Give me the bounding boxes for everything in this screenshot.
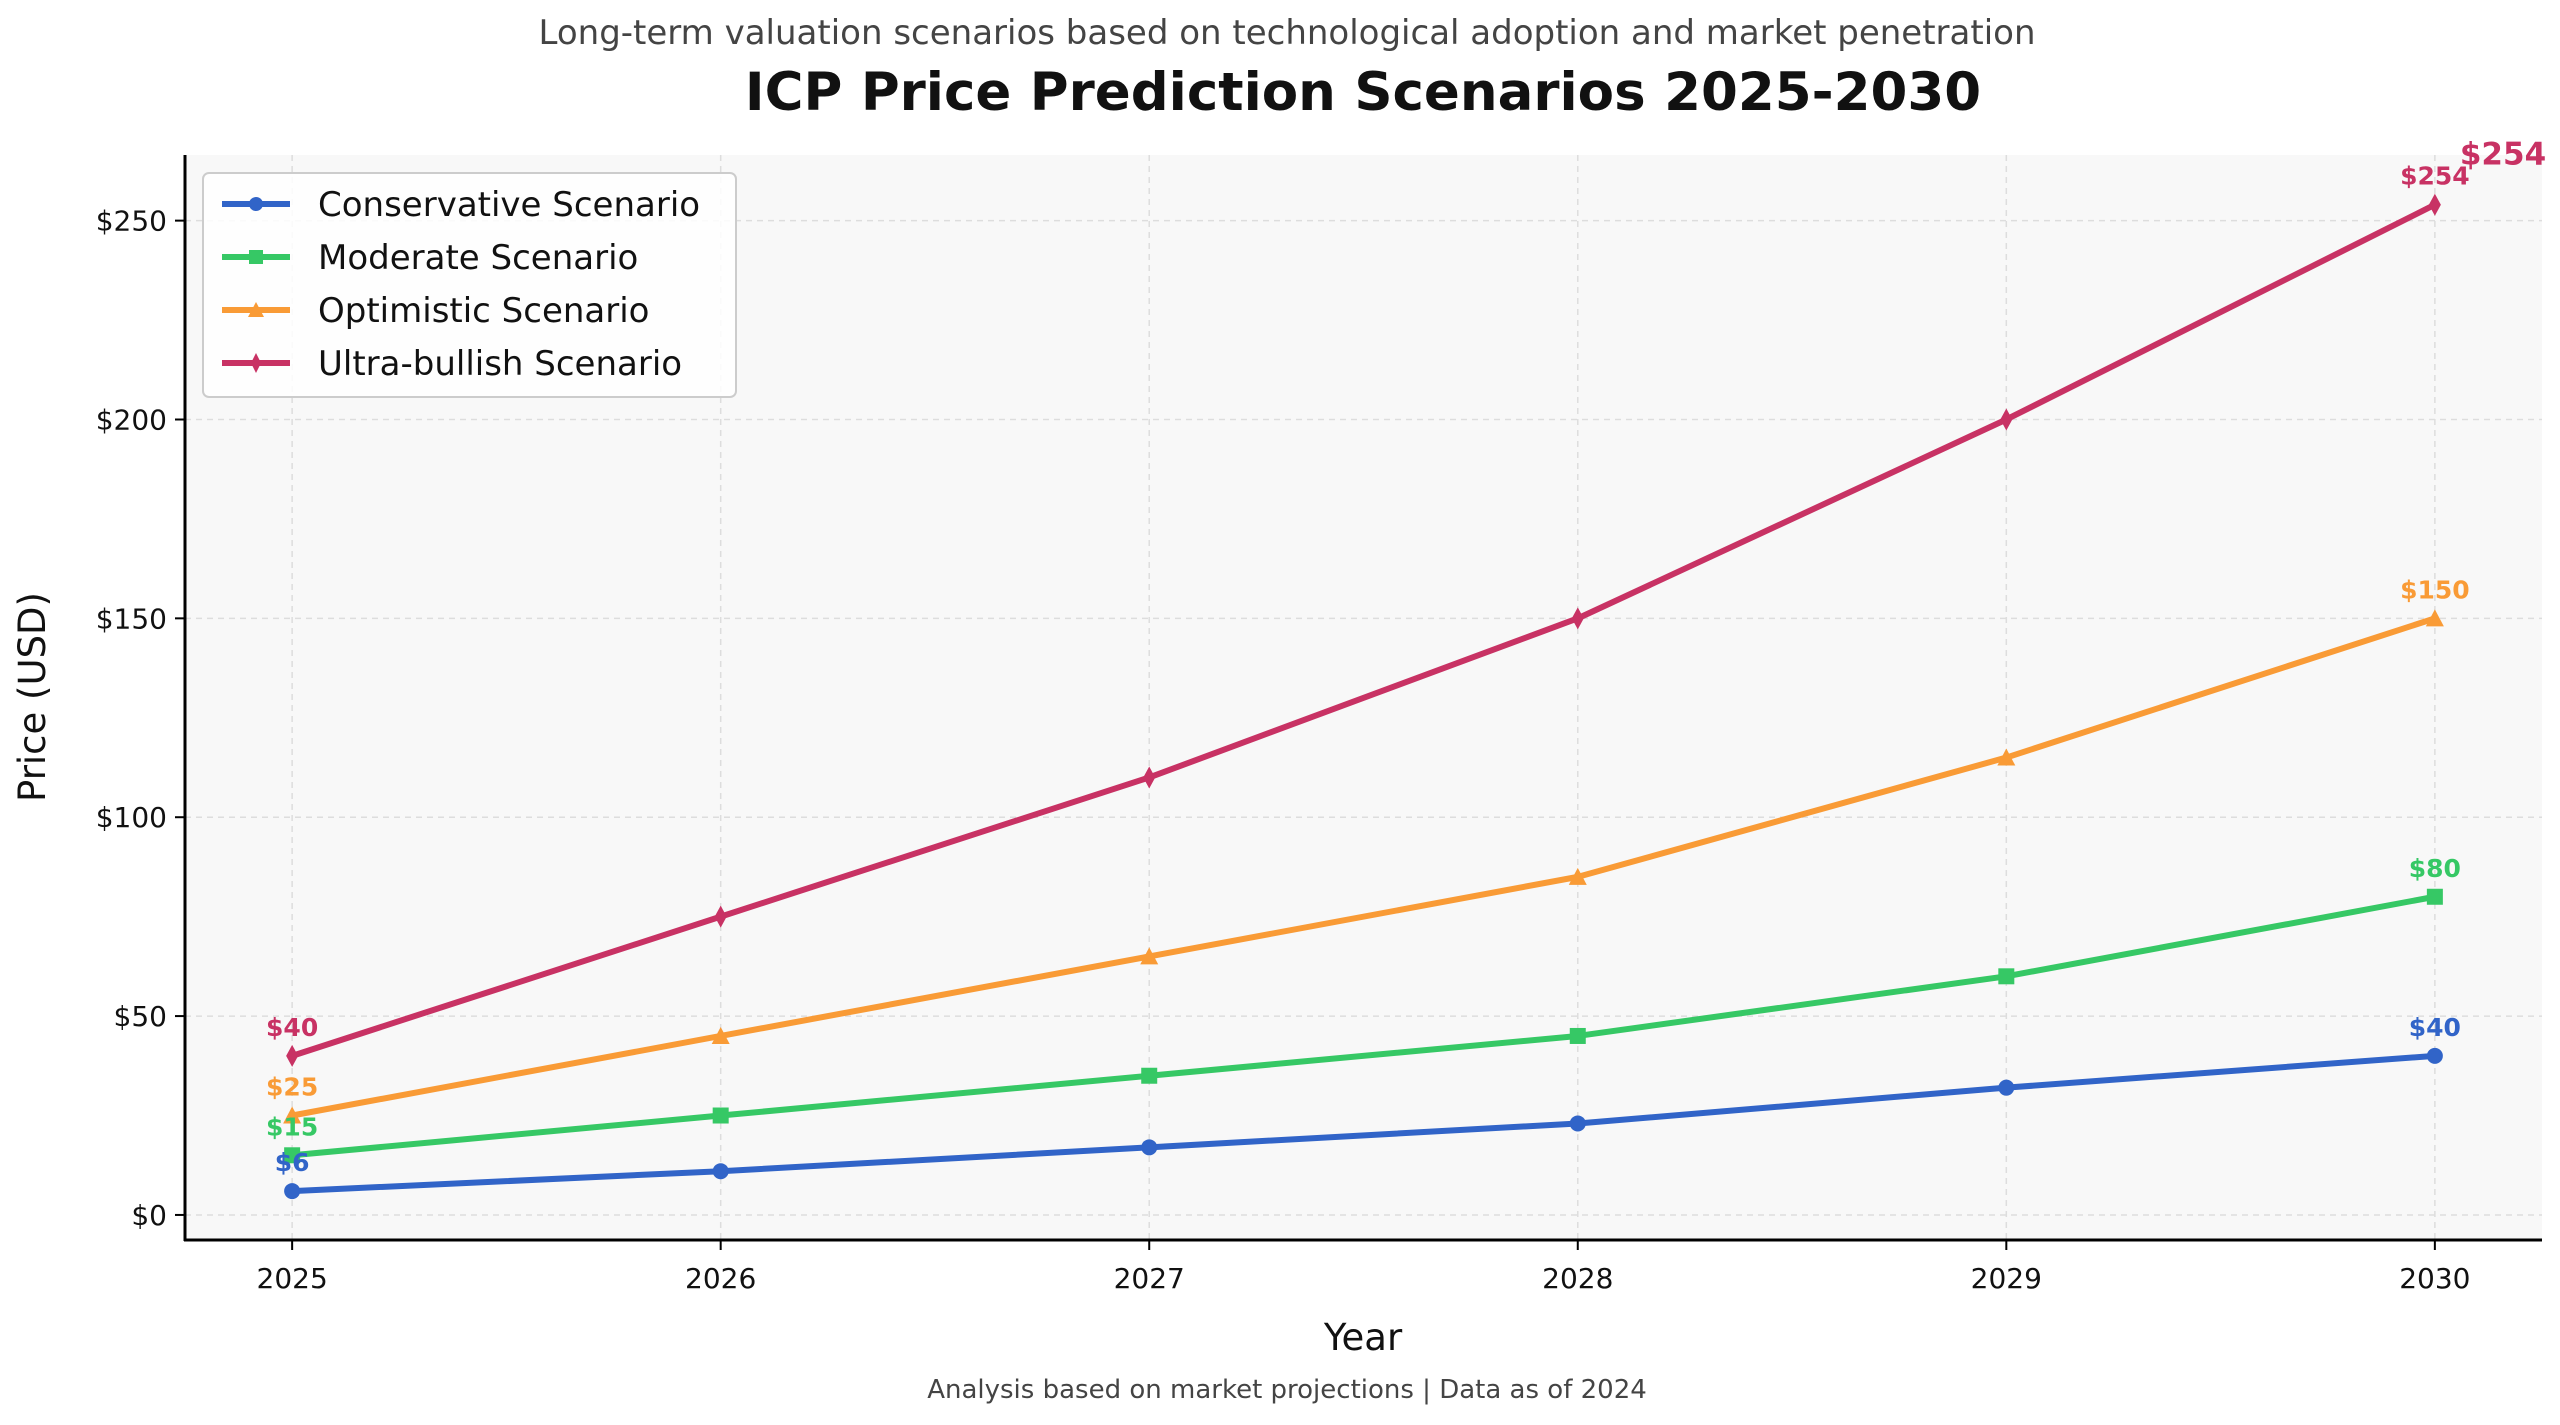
data-point-triangle	[2425, 609, 2444, 627]
y-tick-label: $200	[96, 403, 167, 436]
chart-footer: Analysis based on market projections | D…	[927, 1375, 1647, 1405]
series-line	[291, 615, 2436, 1119]
data-labels: $6 $40 $15 $80 $25 $150 $40 $254$254	[266, 137, 2546, 1177]
data-point-diamond	[2000, 408, 2013, 431]
chart-subtitle: Long-term valuation scenarios based on t…	[539, 13, 2036, 53]
data-point-diamond	[1571, 607, 1584, 630]
chart-title: ICP Price Prediction Scenarios 2025-2030	[745, 62, 1981, 123]
data-label: $40	[2409, 1013, 2461, 1042]
x-tick-label: 2025	[257, 1262, 328, 1295]
data-label: $254	[2400, 162, 2470, 191]
data-point-square	[1141, 1067, 1158, 1084]
legend-label: Conservative Scenario	[318, 185, 700, 225]
data-point-triangle	[1997, 748, 2016, 766]
data-point-diamond	[286, 1044, 299, 1067]
data-point-circle	[712, 1163, 729, 1180]
data-point-square	[1569, 1027, 1586, 1044]
ticks: $0 $50 $100 $150 $200 $250 2025 2026 2027 2028 202…	[96, 205, 2471, 1295]
legend-box	[202, 172, 737, 398]
data-label: $25	[266, 1073, 318, 1102]
data-point-triangle	[248, 302, 264, 317]
data-point-circle	[284, 1183, 301, 1200]
data-point-circle	[249, 197, 263, 211]
x-tick-label: 2029	[1971, 1262, 2042, 1295]
data-point-square	[1998, 968, 2015, 985]
data-point-diamond	[1143, 766, 1156, 789]
legend-label: Optimistic Scenario	[318, 291, 649, 331]
data-label: $15	[266, 1112, 318, 1141]
x-axis-label: Year	[1323, 1316, 1403, 1359]
data-point-triangle	[283, 1106, 302, 1124]
x-tick-label: 2026	[685, 1262, 756, 1295]
data-point-square	[712, 1107, 729, 1124]
data-label: $80	[2409, 854, 2461, 883]
series-line	[291, 202, 2437, 1059]
data-point-triangle	[1568, 867, 1587, 885]
y-tick-label: $100	[96, 801, 167, 834]
data-label: $150	[2400, 575, 2470, 604]
y-tick-label: $250	[96, 205, 167, 238]
data-label: $40	[266, 1013, 318, 1042]
data-point-circle	[1569, 1115, 1586, 1132]
data-point-triangle	[1140, 947, 1159, 965]
data-point-circle	[1998, 1079, 2015, 1096]
data-point-diamond	[2428, 193, 2441, 216]
y-tick-label: $150	[96, 602, 167, 635]
data-point-square	[2426, 888, 2443, 905]
data-point-diamond	[251, 353, 261, 373]
annotation: $254	[2460, 137, 2546, 173]
y-tick-label: $0	[131, 1199, 167, 1232]
x-tick-label: 2027	[1114, 1262, 1185, 1295]
legend: Conservative Scenario Moderate Scenario Op…	[202, 172, 737, 398]
data-point-diamond	[714, 905, 727, 928]
data-point-square	[284, 1147, 301, 1164]
data-label: $6	[275, 1148, 310, 1177]
y-axis-label: Price (USD)	[11, 592, 54, 802]
legend-label: Ultra-bullish Scenario	[318, 344, 682, 384]
series-group	[283, 193, 2444, 1200]
x-tick-label: 2028	[1542, 1262, 1613, 1295]
series-line	[291, 1052, 2436, 1195]
series-line	[291, 893, 2436, 1159]
data-point-square	[249, 250, 263, 264]
data-point-circle	[2426, 1047, 2443, 1064]
x-tick-label: 2030	[2399, 1262, 2470, 1295]
data-point-triangle	[711, 1026, 730, 1044]
y-tick-label: $50	[114, 1000, 167, 1033]
data-point-circle	[1141, 1139, 1158, 1156]
legend-label: Moderate Scenario	[318, 238, 638, 278]
